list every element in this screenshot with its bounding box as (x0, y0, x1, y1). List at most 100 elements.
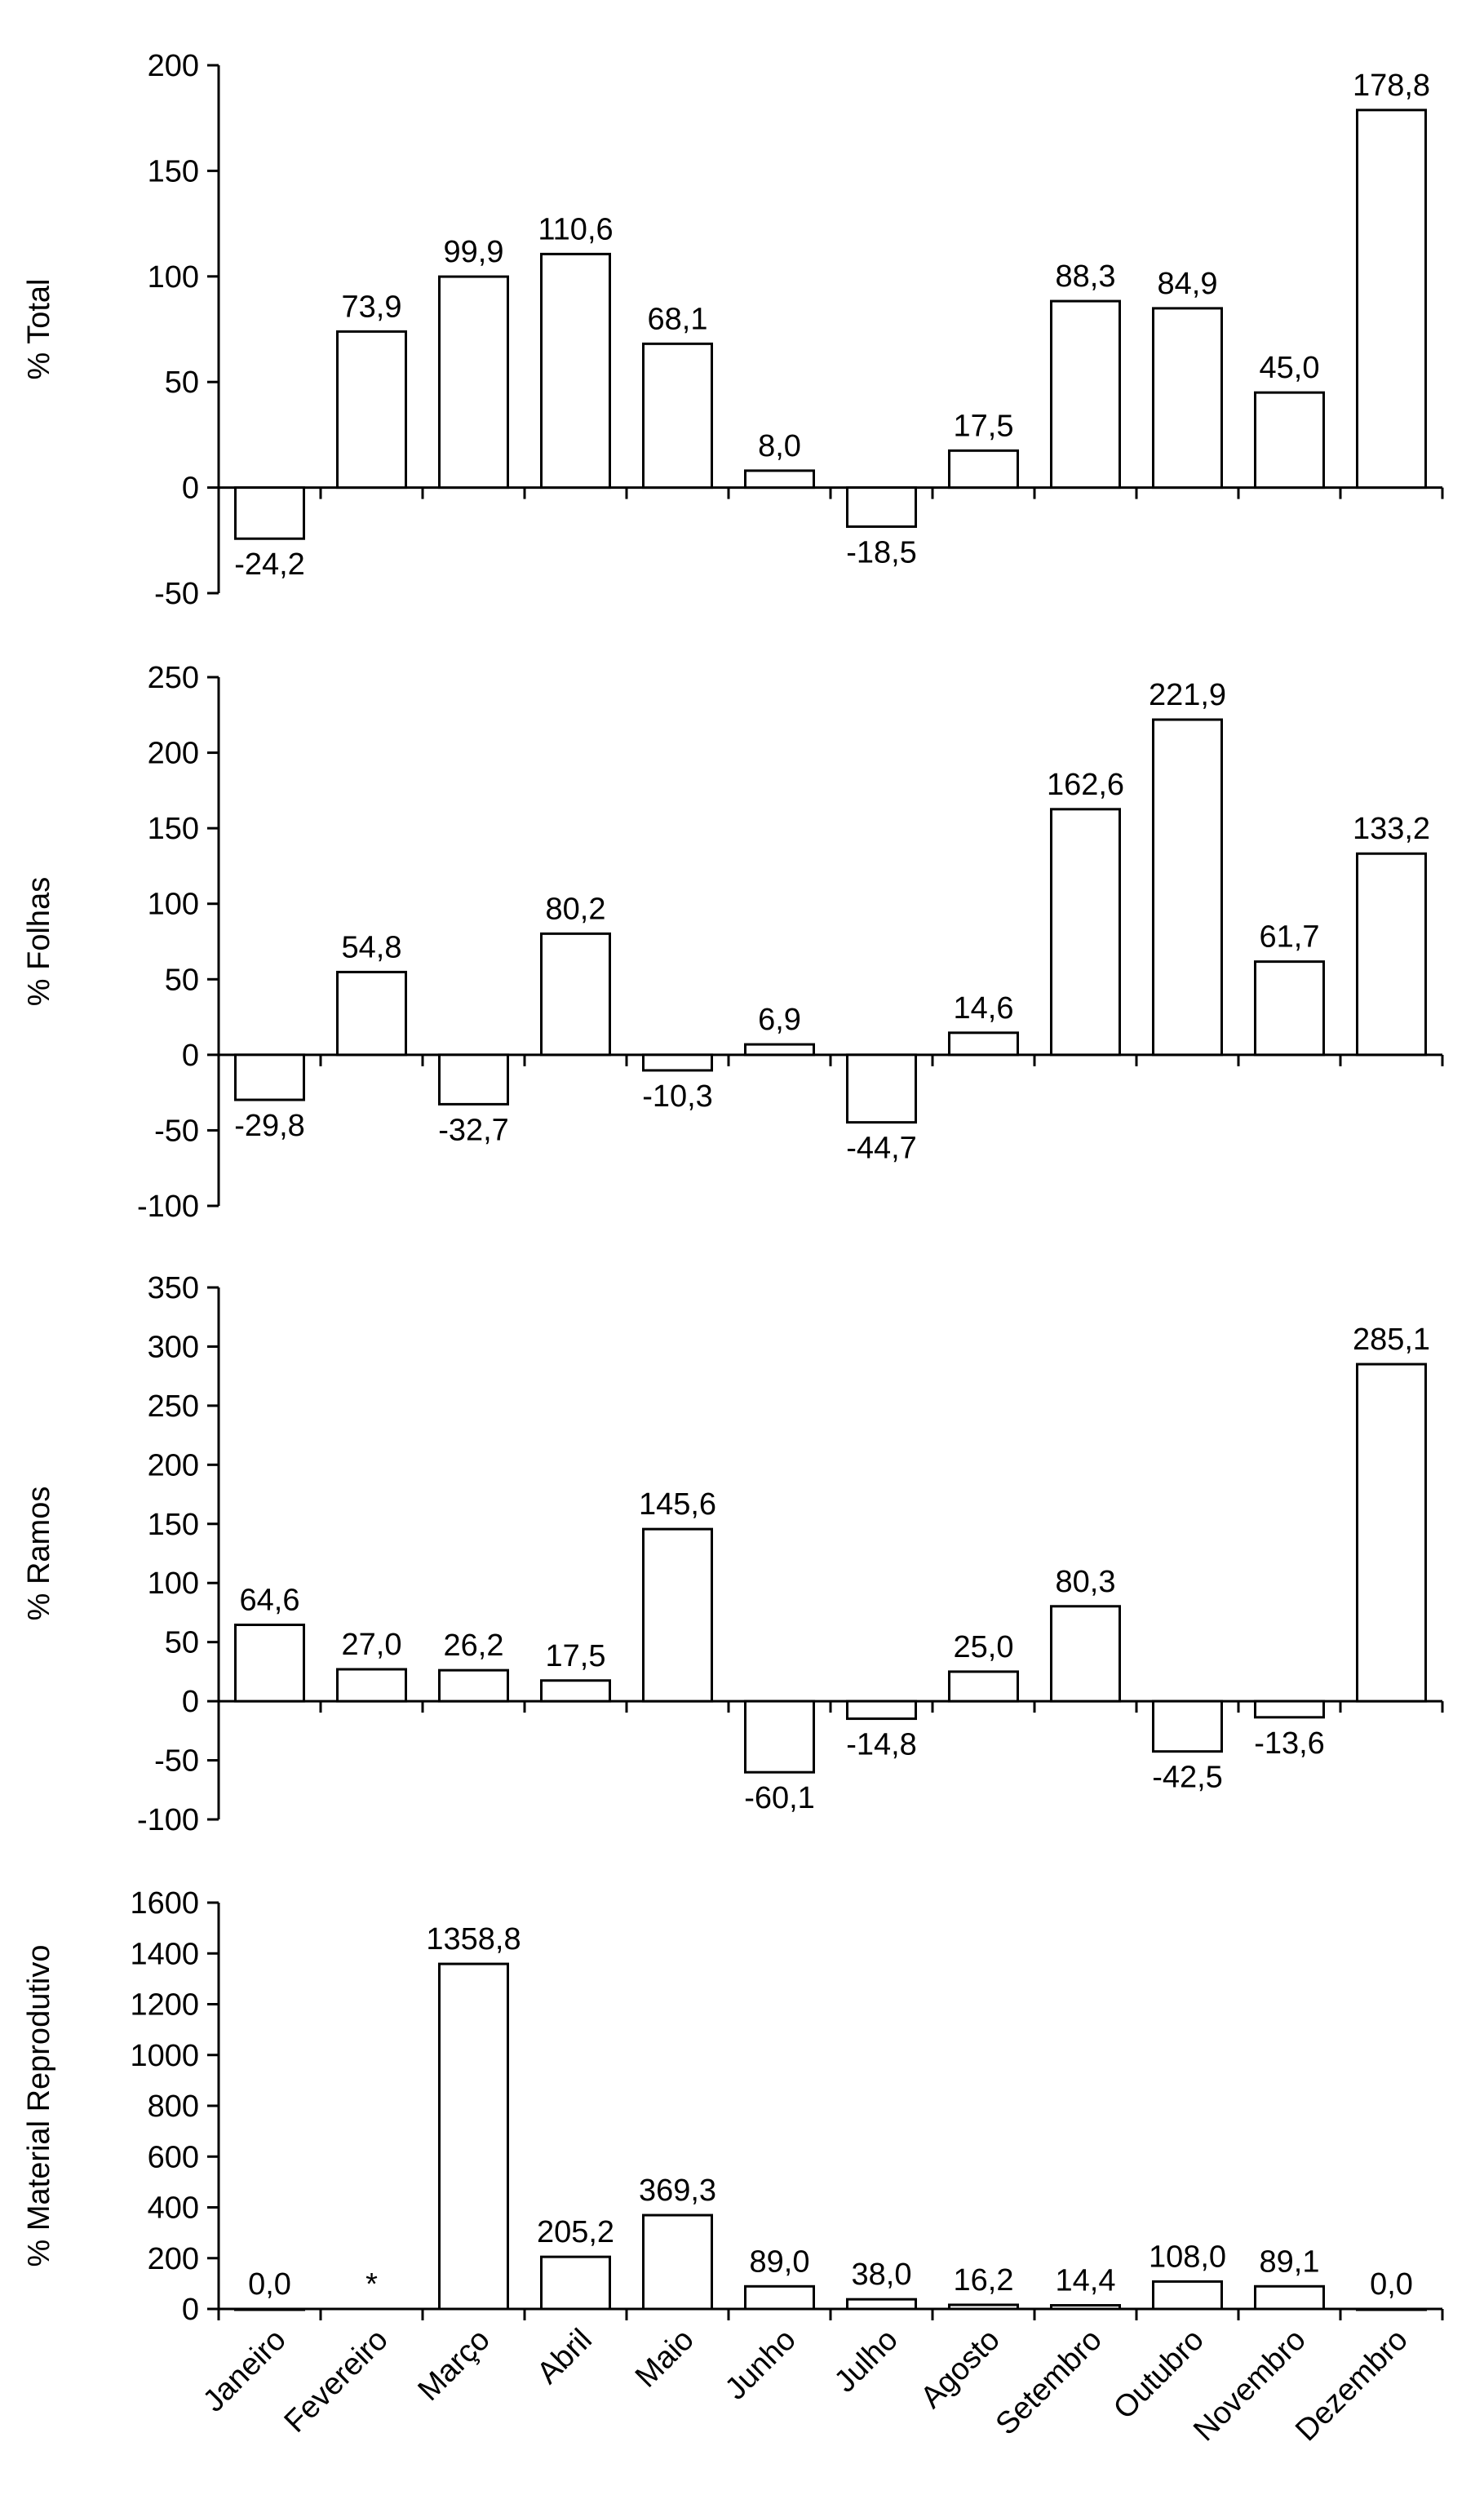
data-label-junho: 6,9 (758, 1003, 801, 1037)
data-label-setembro: 80,3 (1056, 1565, 1116, 1599)
bar-agosto (948, 2303, 1019, 2311)
data-label-julho: 38,0 (852, 2258, 912, 2292)
data-label-dezembro: 133,2 (1353, 812, 1430, 846)
data-label-fevereiro: 27,0 (342, 1628, 402, 1662)
y-tick-label: 600 (148, 2140, 199, 2174)
data-label-maio: 369,3 (639, 2174, 716, 2208)
bar-abril (540, 932, 611, 1057)
bar-novembro (1254, 391, 1325, 490)
y-tick-label: 50 (165, 366, 199, 400)
data-label-novembro: 61,7 (1260, 920, 1320, 955)
y-tick-label: 1200 (130, 1988, 199, 2023)
data-label-setembro: 162,6 (1047, 768, 1124, 802)
bar-setembro (1050, 808, 1121, 1057)
data-label-junho: 89,0 (750, 2244, 810, 2279)
data-label-agosto: 14,6 (954, 991, 1014, 1026)
x-category-label: Janeiro (197, 2323, 293, 2419)
data-label-agosto: 16,2 (954, 2263, 1014, 2298)
y-tick-label: 0 (182, 2293, 199, 2327)
bar-maio (642, 1053, 713, 1072)
bar-dezembro (1356, 109, 1427, 490)
data-label-julho: -44,7 (846, 1132, 917, 1166)
data-label-dezembro: 285,1 (1353, 1323, 1430, 1357)
y-tick-label: 200 (148, 2242, 199, 2276)
data-label-outubro: 221,9 (1149, 678, 1226, 712)
bar-fevereiro (336, 970, 407, 1057)
x-category-label: Março (412, 2323, 497, 2408)
data-label-abril: 17,5 (546, 1639, 606, 1673)
bar-julho (846, 1053, 917, 1124)
data-label-agosto: 17,5 (954, 409, 1014, 443)
bar-marco (438, 1053, 509, 1106)
bar-fevereiro (336, 330, 407, 490)
y-tick-label: 200 (148, 49, 199, 83)
bar-abril (540, 252, 611, 490)
bar-setembro (1050, 1605, 1121, 1703)
bar-dezembro (1356, 2307, 1427, 2311)
bar-novembro (1254, 2284, 1325, 2311)
y-tick-label: 100 (148, 260, 199, 295)
bar-agosto (948, 449, 1019, 490)
y-tick-label: 1400 (130, 1937, 199, 1971)
bar-julho (846, 2298, 917, 2311)
y-axis-title: % Folhas (22, 877, 56, 1006)
bar-novembro (1254, 960, 1325, 1057)
y-tick-label: 150 (148, 1508, 199, 1542)
data-label-janeiro: 64,6 (240, 1584, 300, 1618)
data-label-fevereiro: 73,9 (342, 290, 402, 324)
bar-janeiro (234, 486, 305, 540)
y-tick-label: 1000 (130, 2039, 199, 2073)
bar-agosto (948, 1031, 1019, 1057)
data-label-outubro: 84,9 (1158, 267, 1218, 301)
y-tick-label: 350 (148, 1271, 199, 1305)
data-label-abril: 110,6 (538, 212, 613, 246)
x-category-label: Dezembro (1289, 2323, 1415, 2448)
y-tick-label: 800 (148, 2089, 199, 2124)
y-tick-label: 150 (148, 812, 199, 846)
bar-setembro (1050, 2304, 1121, 2311)
y-tick-label: 250 (148, 661, 199, 695)
x-category-label: Fevereiro (278, 2323, 395, 2439)
data-label-outubro: 108,0 (1149, 2240, 1226, 2274)
data-label-dezembro: 0,0 (1370, 2267, 1413, 2302)
data-label-setembro: 88,3 (1056, 259, 1116, 294)
data-label-novembro: 89,1 (1260, 2244, 1320, 2279)
data-label-junho: 8,0 (758, 429, 801, 463)
panel-ramos: 350 300 250 200 150 100 50 0 -50 -100 % Ramos 64,6 2… (22, 1271, 1444, 1837)
bar-agosto (948, 1670, 1019, 1703)
data-label-maio: -10,3 (642, 1079, 713, 1114)
data-label-novembro: 45,0 (1260, 351, 1320, 385)
data-label-abril: 80,2 (546, 892, 606, 926)
y-tick-label: 300 (148, 1330, 199, 1364)
data-label-marco: -32,7 (438, 1113, 509, 1147)
y-tick-label: 50 (165, 963, 199, 997)
data-label-julho: -18,5 (846, 535, 917, 569)
bar-maio (642, 2213, 713, 2311)
x-category-label: Abril (530, 2323, 598, 2391)
bar-maio (642, 1527, 713, 1703)
y-tick-label: 100 (148, 888, 199, 922)
y-tick-label: 0 (182, 1685, 199, 1719)
y-axis-title: % Ramos (22, 1487, 56, 1621)
y-tick-label: 250 (148, 1389, 199, 1424)
x-category-label: Junho (719, 2323, 803, 2407)
x-category-label: Agosto (915, 2323, 1007, 2415)
y-tick-label: 150 (148, 154, 199, 188)
bar-junho (744, 2284, 815, 2311)
y-tick-label: 1600 (130, 1886, 199, 1921)
bar-dezembro (1356, 1363, 1427, 1703)
bar-abril (540, 2255, 611, 2311)
y-tick-label: 50 (165, 1626, 199, 1660)
panel-total: 200 150 100 50 0 -50 % Total -24,2 73,9 99,9 110,6… (22, 49, 1444, 611)
y-axis-title: % Total (22, 279, 56, 380)
bar-outubro (1152, 2280, 1223, 2311)
x-category-label: Julho (828, 2323, 905, 2400)
data-label-janeiro: 0,0 (248, 2267, 291, 2302)
data-label-julho: -14,8 (846, 1728, 917, 1762)
bar-outubro (1152, 718, 1223, 1057)
bar-janeiro (234, 1053, 305, 1101)
bar-junho (744, 1699, 815, 1774)
y-axis-title: % Material Reprodutivo (22, 1945, 56, 2267)
bar-julho (846, 486, 917, 528)
